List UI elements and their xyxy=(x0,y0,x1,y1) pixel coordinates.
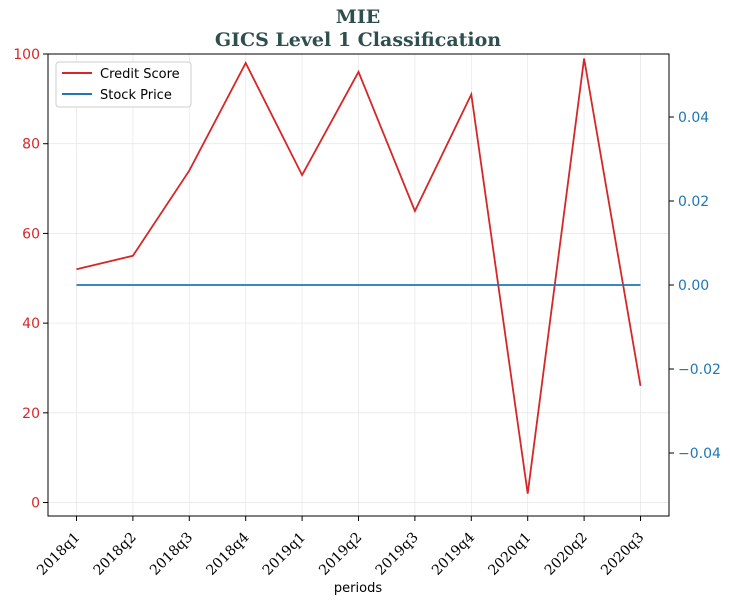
chart-subtitle: GICS Level 1 Classification xyxy=(215,29,501,51)
x-axis: 2018q1 2018q2 2018q3 2018q4 2019q1 2019q2 2019… xyxy=(34,516,647,579)
left-y-axis: 0 20 40 60 80 100 xyxy=(13,47,48,512)
series-line-credit-score xyxy=(76,58,642,494)
chart-title: MIE xyxy=(336,6,380,28)
right-tick-label: 0.00 xyxy=(678,278,709,294)
right-y-axis: −0.04 −0.02 0.00 0.02 0.04 xyxy=(669,110,721,462)
left-tick-label: 0 xyxy=(31,496,40,512)
left-tick-label: 40 xyxy=(22,316,40,332)
x-tick-label: 2018q4 xyxy=(203,529,252,578)
x-tick-label: 2020q3 xyxy=(598,530,647,579)
x-tick-label: 2019q4 xyxy=(429,529,478,578)
x-tick-label: 2019q2 xyxy=(316,530,365,579)
right-tick-label: 0.04 xyxy=(678,110,709,126)
x-tick-label: 2018q3 xyxy=(147,530,196,579)
right-tick-label: −0.02 xyxy=(678,362,721,378)
left-tick-label: 80 xyxy=(22,137,40,153)
x-tick-label: 2018q2 xyxy=(91,530,140,579)
x-tick-label: 2018q1 xyxy=(34,530,83,579)
x-axis-label: periods xyxy=(334,581,382,596)
x-tick-label: 2020q2 xyxy=(542,530,591,579)
left-tick-label: 60 xyxy=(22,226,40,242)
series-lines xyxy=(76,58,642,494)
right-tick-label: 0.02 xyxy=(678,194,709,210)
x-tick-label: 2019q1 xyxy=(260,530,309,579)
legend-label-stock-price: Stock Price xyxy=(100,88,172,103)
x-tick-label: 2019q3 xyxy=(373,530,422,579)
legend-label-credit-score: Credit Score xyxy=(100,67,180,82)
x-tick-label: 2020q1 xyxy=(485,530,534,579)
right-tick-label: −0.04 xyxy=(678,446,721,462)
legend: Credit Score Stock Price xyxy=(55,61,192,108)
left-tick-label: 20 xyxy=(22,406,40,422)
left-tick-label: 100 xyxy=(13,47,40,63)
